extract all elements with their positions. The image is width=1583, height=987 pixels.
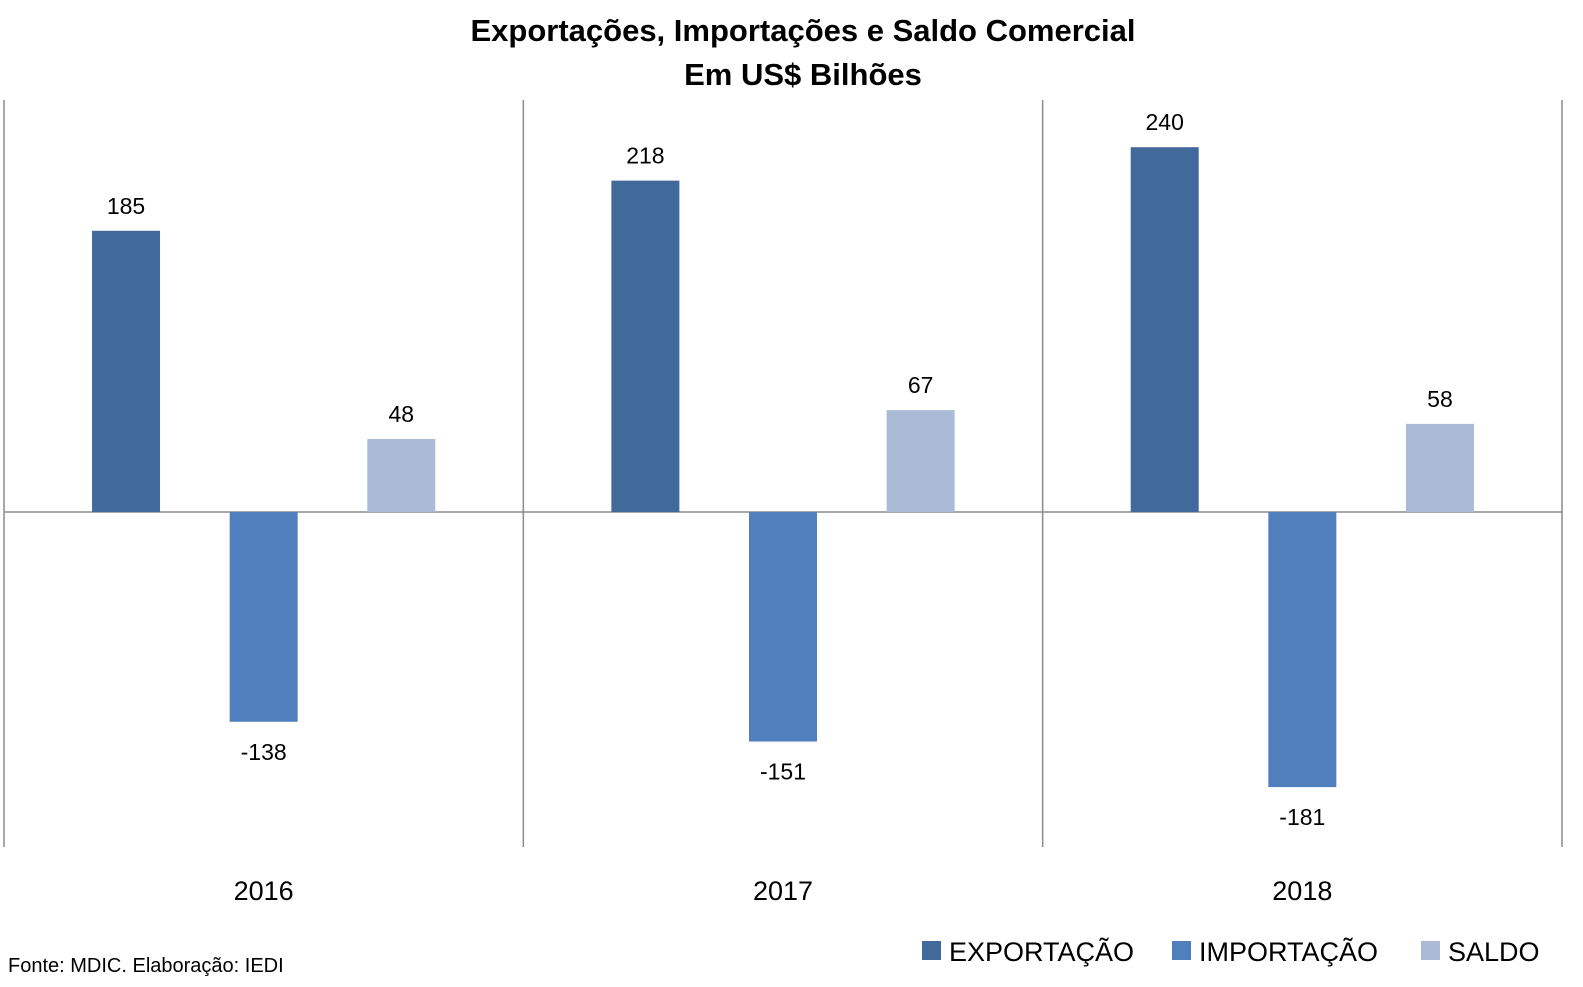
bar-saldo-2018 — [1405, 423, 1474, 512]
data-label: 58 — [1427, 386, 1453, 412]
legend-label: SALDO — [1448, 937, 1540, 967]
data-label: 48 — [388, 401, 414, 427]
category-label: 2018 — [1272, 876, 1332, 906]
source-note: Fonte: MDIC. Elaboração: IEDI — [8, 955, 284, 977]
data-label: -151 — [760, 759, 806, 785]
data-label: 185 — [107, 193, 145, 219]
bar-importacao-2018 — [1268, 512, 1337, 788]
bar-exportacao-2016 — [92, 230, 161, 513]
bar-saldo-2017 — [886, 410, 955, 512]
data-label: 218 — [626, 143, 664, 169]
data-label: 240 — [1146, 109, 1184, 135]
bar-saldo-2016 — [367, 439, 436, 512]
legend: EXPORTAÇÃO IMPORTAÇÃO SALDO — [922, 936, 1540, 967]
data-label: 67 — [908, 372, 934, 398]
bar-exportacao-2018 — [1130, 147, 1199, 512]
chart-title: Exportações, Importações e Saldo Comerci… — [470, 13, 1135, 48]
legend-swatch — [1421, 941, 1440, 960]
category-label: 2017 — [753, 876, 813, 906]
chart-subtitle: Em US$ Bilhões — [684, 57, 922, 92]
plot-area: 185 -138 48 2016 218 -151 67 2017 240 -181 58 2018 — [3, 100, 1563, 906]
legend-label: EXPORTAÇÃO — [949, 936, 1134, 967]
category-label: 2016 — [234, 876, 294, 906]
bar-exportacao-2017 — [611, 180, 680, 512]
legend-swatch — [922, 941, 941, 960]
data-label: -181 — [1279, 804, 1325, 830]
bar-importacao-2017 — [749, 512, 817, 742]
legend-label: IMPORTAÇÃO — [1199, 936, 1378, 967]
bar-importacao-2016 — [229, 512, 298, 722]
legend-swatch — [1172, 941, 1191, 960]
data-label: -138 — [241, 739, 287, 765]
